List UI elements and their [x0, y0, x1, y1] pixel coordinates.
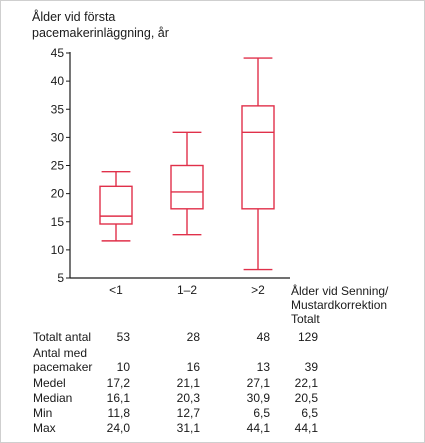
- x-axis-title-line1: Ålder vid Senning/: [291, 284, 389, 298]
- row-label-pacemaker-line2: pacemaker: [33, 360, 93, 374]
- table-cell: 27,1: [246, 376, 270, 390]
- table-cell: 20,5: [294, 391, 318, 405]
- row-label-pacemaker-line1: Antal med: [33, 346, 88, 360]
- total-column-header: Totalt: [291, 312, 320, 326]
- row-label-median: Median: [33, 391, 73, 405]
- table-cell: 10: [116, 360, 130, 374]
- table-cell: 6,5: [253, 406, 270, 420]
- table-cell: 6,5: [301, 406, 318, 420]
- table-cell: 11,8: [107, 406, 130, 420]
- row-label-mean: Medel: [33, 376, 66, 390]
- table-cell: 16: [186, 360, 200, 374]
- y-axis-title-line1: Ålder vid första: [32, 10, 116, 24]
- table-cell: 12,7: [176, 406, 200, 420]
- table-cell: 39: [304, 360, 318, 374]
- table-cell: 16,1: [106, 391, 130, 405]
- table-cell: 22,1: [294, 376, 318, 390]
- y-tick-label: 10: [51, 243, 65, 257]
- box-iqr: [241, 105, 275, 210]
- table-cell: 129: [297, 330, 318, 344]
- y-tick-label: 25: [51, 159, 65, 173]
- table-cell: 21,1: [176, 376, 200, 390]
- x-category-label: >2: [251, 283, 265, 297]
- y-tick-label: 15: [51, 215, 65, 229]
- table-cell: 44,1: [246, 421, 270, 435]
- table-cell: 30,9: [246, 391, 270, 405]
- box-iqr: [170, 164, 204, 210]
- x-category-label: <1: [109, 283, 123, 297]
- y-tick-label: 45: [51, 46, 65, 60]
- table-cell: 17,2: [106, 376, 130, 390]
- table-cell: 24,0: [106, 421, 130, 435]
- x-axis-title-line2: Mustardkorrektion: [291, 298, 388, 312]
- table-cell: 13: [256, 360, 270, 374]
- row-label-max: Max: [33, 421, 56, 435]
- y-tick-label: 5: [57, 271, 64, 285]
- table-cell: 44,1: [294, 421, 318, 435]
- y-tick-label: 35: [51, 102, 65, 116]
- y-tick-label: 20: [51, 187, 65, 201]
- row-label-min: Min: [33, 406, 53, 420]
- y-axis-title-line2: pacemakerinläggning, år: [32, 26, 169, 40]
- table-cell: 53: [116, 330, 130, 344]
- table-cell: 48: [256, 330, 270, 344]
- y-tick-label: 30: [51, 130, 65, 144]
- table-cell: 28: [186, 330, 200, 344]
- table-cell: 31,1: [176, 421, 200, 435]
- y-tick-label: 40: [51, 74, 65, 88]
- x-category-label: 1–2: [177, 283, 197, 297]
- box-iqr: [99, 185, 133, 225]
- row-label-total-count: Totalt antal: [33, 330, 92, 344]
- table-cell: 20,3: [176, 391, 200, 405]
